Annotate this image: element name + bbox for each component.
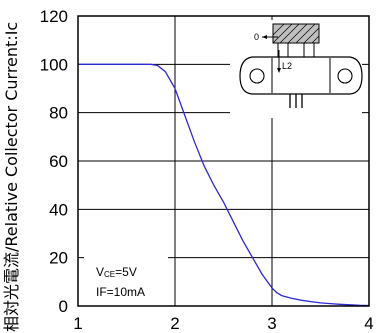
conditions-background xyxy=(84,257,168,302)
conditions-box: VCE=5V IF=10mA xyxy=(84,257,168,302)
y-tick-label: 100 xyxy=(40,55,68,74)
y-axis-label: 相対光電流/Relative Collector Current:Ic xyxy=(2,22,21,332)
x-tick-labels: 1 2 3 4 xyxy=(73,314,373,333)
slit-right xyxy=(303,42,315,58)
y-tick-label: 60 xyxy=(49,152,68,171)
y-tick-label: 120 xyxy=(40,7,68,26)
origin-label: 0 xyxy=(254,32,259,42)
y-tick-label: 40 xyxy=(49,200,68,219)
x-tick-label: 2 xyxy=(170,314,179,333)
plot-border xyxy=(77,15,370,307)
y-tick-labels: 0 20 40 60 80 100 120 xyxy=(40,7,68,316)
y-tick-label: 20 xyxy=(49,249,68,268)
hatch-lines xyxy=(272,23,320,44)
distance-label: L2 xyxy=(282,61,292,71)
lead-pins xyxy=(289,94,303,108)
y-tick-label: 80 xyxy=(49,104,68,123)
inset-diagram: 0 L2 xyxy=(230,20,363,118)
y-tick-label: 0 xyxy=(59,297,68,316)
distance-arrow-head xyxy=(277,68,281,73)
mounting-hole-left xyxy=(249,68,265,84)
x-tick-label: 4 xyxy=(364,314,373,333)
x-tick-label: 1 xyxy=(73,314,82,333)
x-tick-label: 3 xyxy=(267,314,276,333)
condition-if: IF=10mA xyxy=(96,285,145,299)
sensor-body xyxy=(239,56,363,95)
data-line xyxy=(78,63,370,307)
mounting-hole-right xyxy=(337,68,353,84)
origin-arrow-head xyxy=(262,35,267,39)
condition-vce: VCE=5V xyxy=(96,265,137,279)
